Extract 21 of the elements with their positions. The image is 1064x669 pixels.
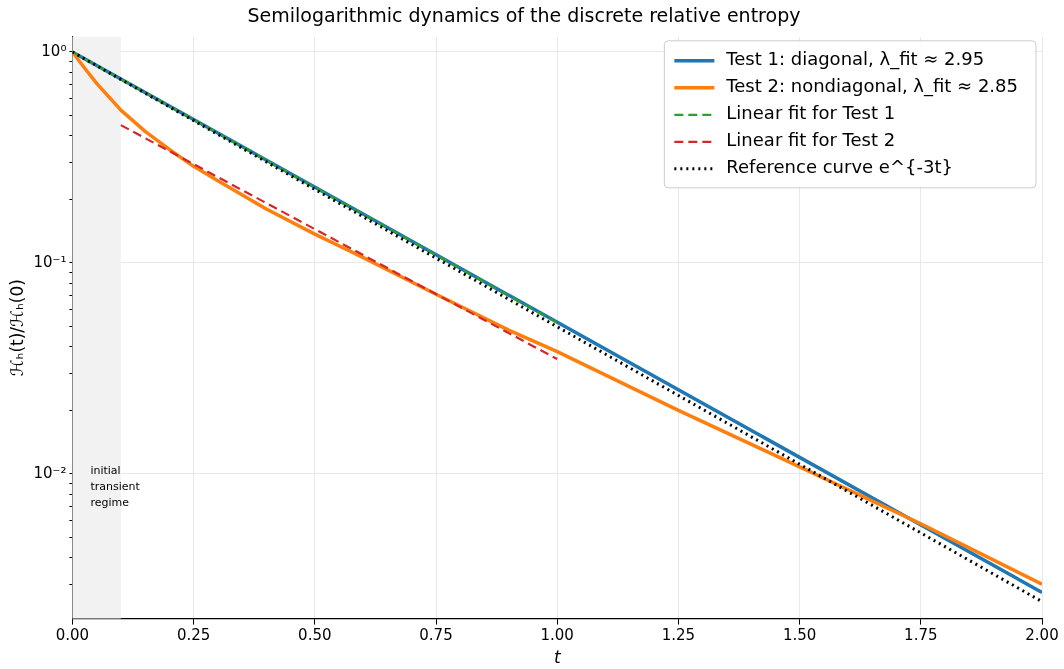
- legend-label: Linear fit for Test 2: [726, 129, 896, 151]
- legend-label: Linear fit for Test 1: [726, 102, 896, 124]
- band-label: initial transient regime: [90, 464, 141, 510]
- chart-title: Semilogarithmic dynamics of the discrete relative entropy: [247, 4, 801, 27]
- legend-label: Reference curve e^{-3t}: [726, 156, 953, 178]
- x-tick-label: 1.50: [782, 626, 817, 645]
- y-tick-label: 10⁰: [41, 41, 67, 60]
- x-tick-label: 0.50: [298, 626, 332, 645]
- y-axis-title: ℋₕ(t)/ℋₕ(0): [6, 279, 27, 377]
- x-tick-label: 2.00: [1025, 626, 1059, 645]
- x-tick-label: 1.25: [661, 626, 696, 645]
- legend-label: Test 2: nondiagonal, λ_fit ≈ 2.85: [725, 75, 1019, 98]
- x-tick-label: 0.25: [176, 626, 211, 645]
- x-axis-title: t: [553, 647, 562, 668]
- y-tick-label: 10⁻¹: [33, 252, 67, 271]
- x-tick-label: 0.75: [419, 626, 453, 645]
- y-tick-label: 10⁻²: [33, 463, 67, 482]
- x-tick-label: 0.00: [55, 626, 90, 645]
- x-tick-label: 1.00: [540, 626, 574, 645]
- x-tick-label: 1.75: [904, 626, 938, 645]
- legend-label: Test 1: diagonal, λ_fit ≈ 2.95: [725, 48, 985, 71]
